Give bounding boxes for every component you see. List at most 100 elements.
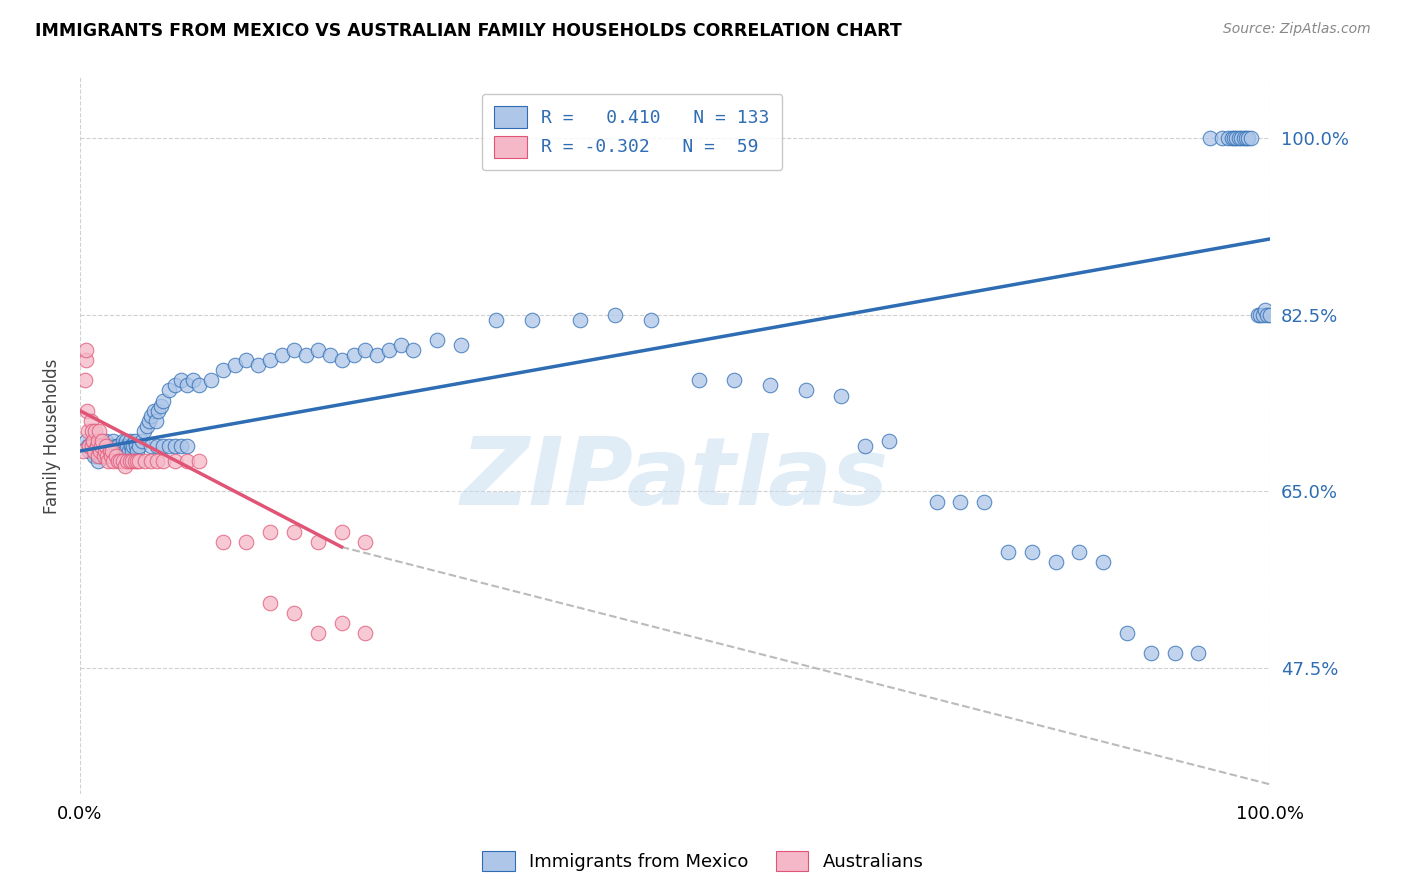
Point — [103, 454, 125, 468]
Point — [949, 494, 972, 508]
Point — [87, 439, 110, 453]
Point — [1234, 131, 1257, 145]
Y-axis label: Family Households: Family Households — [44, 359, 60, 514]
Point — [84, 424, 107, 438]
Point — [111, 454, 134, 468]
Point — [131, 434, 153, 448]
Point — [105, 444, 128, 458]
Point — [759, 378, 782, 392]
Point — [107, 454, 129, 468]
Point — [118, 434, 141, 448]
Point — [330, 353, 353, 368]
Point — [354, 625, 377, 640]
Point — [77, 439, 100, 453]
Point — [283, 524, 305, 539]
Point — [271, 348, 294, 362]
Point — [1240, 131, 1263, 145]
Point — [688, 373, 710, 387]
Point — [111, 434, 134, 448]
Point — [87, 424, 110, 438]
Point — [1163, 646, 1185, 660]
Point — [152, 454, 174, 468]
Point — [90, 439, 112, 453]
Point — [94, 439, 117, 453]
Point — [75, 343, 97, 357]
Point — [97, 454, 120, 468]
Point — [100, 449, 122, 463]
Point — [87, 434, 110, 448]
Point — [307, 625, 329, 640]
Point — [1223, 131, 1246, 145]
Point — [128, 454, 150, 468]
Point — [402, 343, 425, 357]
Point — [1199, 131, 1222, 145]
Point — [330, 615, 353, 630]
Point — [1069, 545, 1091, 559]
Point — [170, 373, 193, 387]
Point — [75, 434, 97, 448]
Point — [181, 373, 204, 387]
Point — [100, 444, 122, 458]
Point — [134, 454, 156, 468]
Text: ZIPatlas: ZIPatlas — [461, 433, 889, 524]
Point — [1092, 555, 1115, 569]
Point — [101, 444, 124, 458]
Point — [146, 439, 169, 453]
Point — [794, 384, 817, 398]
Point — [98, 444, 121, 458]
Point — [91, 434, 114, 448]
Point — [121, 444, 143, 458]
Point — [1249, 308, 1271, 322]
Point — [235, 535, 257, 549]
Point — [141, 439, 163, 453]
Point — [104, 449, 127, 463]
Point — [1227, 131, 1250, 145]
Point — [640, 313, 662, 327]
Legend: Immigrants from Mexico, Australians: Immigrants from Mexico, Australians — [475, 844, 931, 879]
Point — [87, 454, 110, 468]
Point — [247, 358, 270, 372]
Point — [125, 454, 148, 468]
Point — [93, 439, 115, 453]
Point — [165, 439, 187, 453]
Point — [103, 434, 125, 448]
Point — [157, 439, 180, 453]
Point — [79, 444, 101, 458]
Point — [94, 444, 117, 458]
Point — [157, 384, 180, 398]
Point — [77, 424, 100, 438]
Point — [110, 454, 132, 468]
Point — [80, 439, 103, 453]
Point — [104, 439, 127, 453]
Point — [426, 333, 449, 347]
Point — [73, 373, 96, 387]
Point — [93, 449, 115, 463]
Point — [82, 444, 104, 458]
Point — [121, 454, 143, 468]
Point — [211, 363, 233, 377]
Point — [98, 449, 121, 463]
Point — [450, 338, 472, 352]
Point — [114, 459, 136, 474]
Point — [87, 449, 110, 463]
Point — [295, 348, 318, 362]
Point — [319, 348, 342, 362]
Point — [1220, 131, 1243, 145]
Point — [1232, 131, 1254, 145]
Point — [135, 418, 157, 433]
Point — [124, 434, 146, 448]
Point — [141, 454, 163, 468]
Point — [101, 439, 124, 453]
Point — [114, 444, 136, 458]
Point — [128, 439, 150, 453]
Point — [118, 444, 141, 458]
Point — [925, 494, 948, 508]
Point — [115, 434, 138, 448]
Point — [112, 439, 135, 453]
Point — [117, 439, 139, 453]
Point — [94, 449, 117, 463]
Point — [354, 535, 377, 549]
Point — [1237, 131, 1260, 145]
Point — [148, 403, 170, 417]
Point — [104, 449, 127, 463]
